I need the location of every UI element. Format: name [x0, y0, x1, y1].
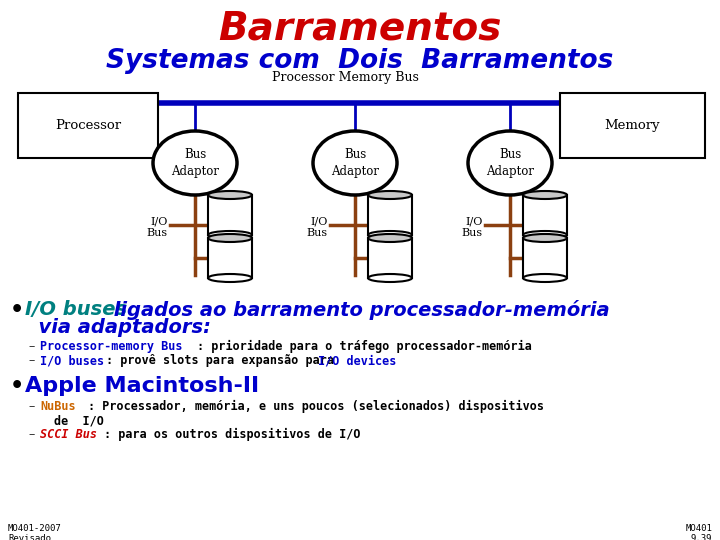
Text: MO401-2007: MO401-2007	[8, 524, 62, 533]
Text: I/O devices: I/O devices	[318, 354, 397, 367]
Ellipse shape	[153, 131, 237, 195]
Bar	[208, 238, 252, 278]
Ellipse shape	[313, 131, 397, 195]
Bar	[560, 93, 705, 158]
Text: •: •	[10, 300, 24, 320]
Text: via adaptadors:: via adaptadors:	[25, 318, 211, 337]
Text: I/O
Bus: I/O Bus	[307, 216, 328, 238]
Text: Memory: Memory	[605, 119, 660, 132]
Text: de  I/O: de I/O	[54, 414, 104, 427]
Text: 9.39: 9.39	[690, 534, 712, 540]
Text: Processor Memory Bus: Processor Memory Bus	[271, 71, 418, 84]
Ellipse shape	[468, 131, 552, 195]
Ellipse shape	[208, 191, 252, 199]
Ellipse shape	[208, 231, 252, 239]
Ellipse shape	[368, 191, 412, 199]
Text: •: •	[10, 376, 24, 396]
Text: I/O buses: I/O buses	[40, 354, 104, 367]
Text: Revisado: Revisado	[8, 534, 51, 540]
Text: ligados ao barramento processador-memória: ligados ao barramento processador-memóri…	[107, 300, 610, 320]
Text: : provê slots para expansão para: : provê slots para expansão para	[106, 354, 341, 367]
Ellipse shape	[368, 234, 412, 242]
Ellipse shape	[208, 234, 252, 242]
Text: : Processador, memória, e uns poucos (selecionados) dispositivos: : Processador, memória, e uns poucos (se…	[88, 400, 544, 413]
Text: Systemas com  Dois  Barramentos: Systemas com Dois Barramentos	[107, 48, 613, 74]
Ellipse shape	[208, 274, 252, 282]
Ellipse shape	[368, 274, 412, 282]
Bar	[208, 195, 252, 235]
Text: I/O
Bus: I/O Bus	[462, 216, 483, 238]
Bar	[523, 238, 567, 278]
Text: SCCI Bus: SCCI Bus	[40, 428, 97, 441]
Ellipse shape	[523, 231, 567, 239]
Text: NuBus: NuBus	[40, 400, 76, 413]
Text: : para os outros dispositivos de I/O: : para os outros dispositivos de I/O	[104, 428, 361, 441]
Ellipse shape	[368, 231, 412, 239]
Text: Processor-memory Bus: Processor-memory Bus	[40, 340, 182, 353]
Text: Bus
Adaptor: Bus Adaptor	[171, 148, 219, 178]
Text: –: –	[28, 354, 35, 367]
Bar	[368, 238, 412, 278]
Ellipse shape	[523, 274, 567, 282]
Text: –: –	[28, 340, 35, 353]
Bar	[523, 195, 567, 235]
Text: I/O
Bus: I/O Bus	[147, 216, 168, 238]
Text: : prioridade para o tráfego processador-memória: : prioridade para o tráfego processador-…	[197, 340, 532, 353]
Text: Bus
Adaptor: Bus Adaptor	[486, 148, 534, 178]
Ellipse shape	[523, 191, 567, 199]
Text: I/O buses: I/O buses	[25, 300, 127, 319]
Text: Barramentos: Barramentos	[218, 10, 502, 48]
Text: Bus
Adaptor: Bus Adaptor	[331, 148, 379, 178]
Text: Apple Macintosh-II: Apple Macintosh-II	[25, 376, 259, 396]
Text: Processor: Processor	[55, 119, 121, 132]
Bar	[18, 93, 158, 158]
Text: –: –	[28, 400, 35, 413]
Bar	[368, 195, 412, 235]
Text: MO401: MO401	[685, 524, 712, 533]
Ellipse shape	[523, 234, 567, 242]
Text: –: –	[28, 428, 35, 441]
